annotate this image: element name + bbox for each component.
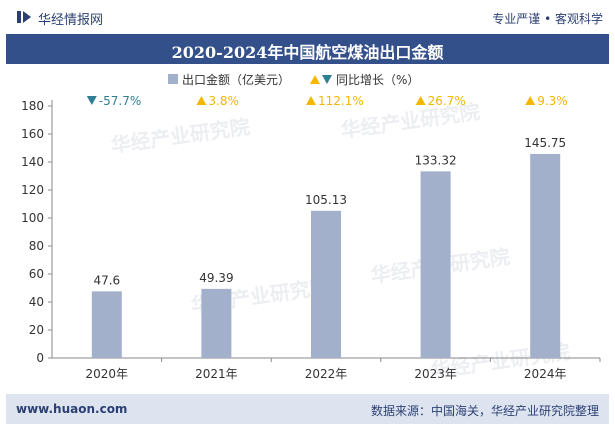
brand-name: 华经情报网 <box>38 13 104 28</box>
y-tick-label: 20 <box>29 323 44 337</box>
brand-logo-icon <box>17 11 31 23</box>
growth-up-icon <box>525 96 536 105</box>
data-source: 数据来源：中国海关，华经产业研究院整理 <box>370 404 599 418</box>
growth-label: 26.7% <box>428 94 466 108</box>
x-tick-label: 2023年 <box>414 367 457 381</box>
bar-value-label: 105.13 <box>305 193 347 207</box>
x-tick-label: 2022年 <box>305 367 348 381</box>
bar <box>420 171 451 358</box>
legend-up-icon <box>310 75 320 84</box>
legend-label-growth: 同比增长（%） <box>336 73 419 87</box>
tagline: 专业严谨 • 客观科学 <box>492 12 603 26</box>
bar <box>311 210 341 358</box>
y-tick-label: 140 <box>21 155 44 169</box>
bar <box>91 291 122 358</box>
growth-label: 112.1% <box>318 94 364 108</box>
growth-up-icon <box>415 96 426 105</box>
y-tick-label: 80 <box>29 239 44 253</box>
y-tick-label: 60 <box>29 267 44 281</box>
growth-up-icon <box>306 96 316 105</box>
legend-label-amount: 出口金额（亿美元） <box>182 72 290 87</box>
growth-down-icon <box>86 96 97 105</box>
growth-up-icon <box>196 96 207 105</box>
site-url: www.huaon.com <box>16 402 128 416</box>
top-bar: 华经情报网 专业严谨 • 客观科学 <box>0 0 615 34</box>
x-tick-label: 2021年 <box>195 367 238 381</box>
bar-value-label: 145.75 <box>524 136 566 150</box>
x-tick-label: 2020年 <box>86 367 129 381</box>
bar-value-label: 47.6 <box>93 273 120 287</box>
legend-bar-swatch <box>168 74 178 84</box>
growth-label: -57.7% <box>99 94 141 108</box>
growth-label: 9.3% <box>537 94 568 108</box>
bar-value-label: 49.39 <box>199 271 233 285</box>
y-tick-label: 120 <box>21 183 44 197</box>
y-tick-label: 180 <box>21 99 44 113</box>
x-tick-label: 2024年 <box>524 367 567 381</box>
growth-label: 3.8% <box>208 94 239 108</box>
bar-value-label: 133.32 <box>415 153 457 167</box>
chart-title: 2020-2024年中国航空煤油出口金额 <box>171 43 444 62</box>
title-bar: 2020-2024年中国航空煤油出口金额 <box>6 34 609 64</box>
y-tick-label: 0 <box>36 351 44 365</box>
y-tick-label: 160 <box>21 127 44 141</box>
y-tick-label: 40 <box>29 295 44 309</box>
legend-down-icon <box>322 75 332 84</box>
bar <box>201 288 232 358</box>
footer-bar: www.huaon.com 数据来源：中国海关，华经产业研究院整理 <box>6 394 609 424</box>
y-tick-label: 100 <box>21 211 44 225</box>
bar <box>530 153 561 358</box>
